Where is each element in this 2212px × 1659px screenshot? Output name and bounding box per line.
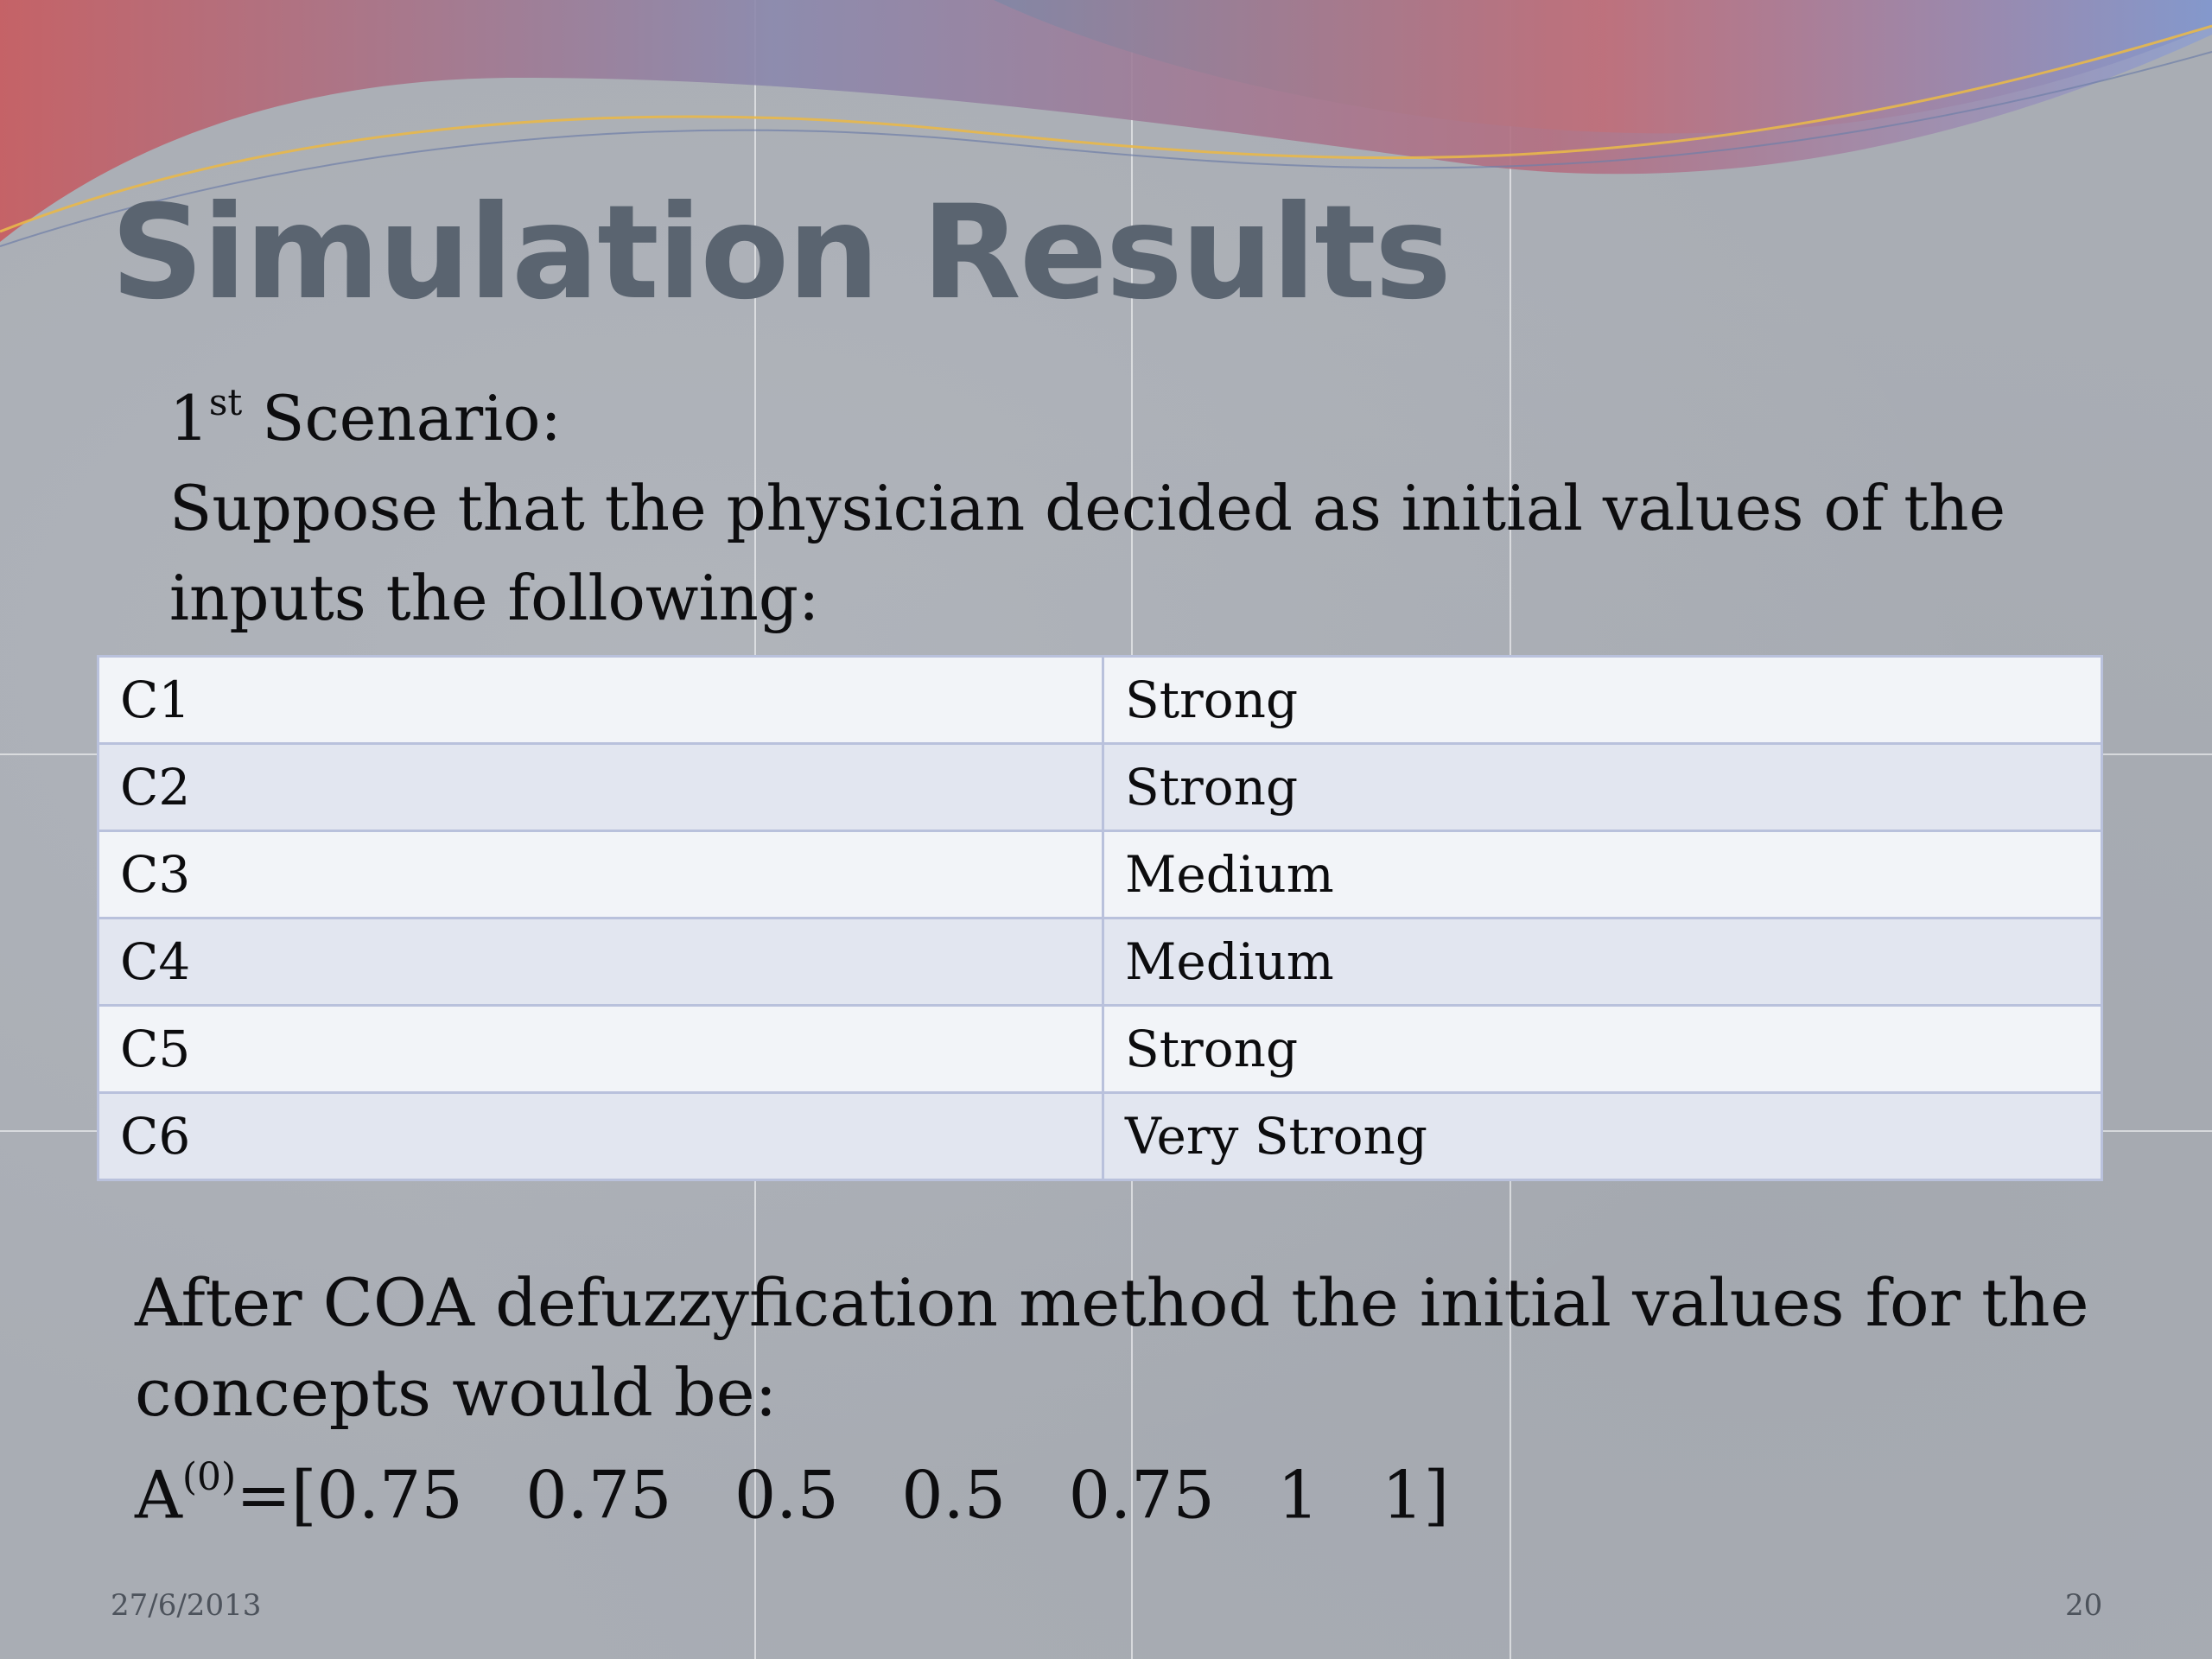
concept-cell: C3 (97, 830, 1104, 919)
inputs-table: C1 Strong C2 Strong C3 Medium C4 Medium … (97, 655, 2103, 1181)
table-row: C6 Very Strong (97, 1091, 2103, 1181)
table-row: C4 Medium (97, 917, 2103, 1007)
result-section: After COA defuzzyfication method the ini… (135, 1258, 2122, 1540)
intro-text: Suppose that the physician decided as in… (169, 472, 2006, 634)
formula-superscript: (0) (181, 1455, 237, 1499)
table-row: C5 Strong (97, 1004, 2103, 1094)
value-cell: Medium (1102, 830, 2103, 919)
concept-cell: C4 (97, 917, 1104, 1007)
scenario-heading: 1st Scenario: (169, 361, 2113, 463)
value-cell: Strong (1102, 655, 2103, 745)
table-row: C1 Strong (97, 655, 2103, 745)
footer-date: 27/6/2013 (111, 1588, 262, 1623)
concept-cell: C6 (97, 1091, 1104, 1181)
formula-base: A (135, 1456, 182, 1534)
concept-cell: C2 (97, 742, 1104, 832)
table-row: C2 Strong (97, 742, 2103, 832)
value-cell: Medium (1102, 917, 2103, 1007)
page-number: 20 (2065, 1588, 2103, 1623)
concept-cell: C1 (97, 655, 1104, 745)
header-swoosh (0, 0, 2212, 247)
concept-cell: C5 (97, 1004, 1104, 1094)
scenario-intro: 1st Scenario: Suppose that the physician… (169, 361, 2113, 643)
value-cell: Strong (1102, 742, 2103, 832)
scenario-label: Scenario: (242, 382, 562, 454)
value-cell: Very Strong (1102, 1091, 2103, 1181)
value-cell: Strong (1102, 1004, 2103, 1094)
formula-vector: =[0.75 0.75 0.5 0.5 0.75 1 1] (236, 1456, 1450, 1534)
table-row: C3 Medium (97, 830, 2103, 919)
slide-title: Simulation Results (111, 178, 1452, 328)
result-text: After COA defuzzyfication method the ini… (135, 1264, 2089, 1431)
result-formula: A(0)=[0.75 0.75 0.5 0.5 0.75 1 1] (135, 1438, 2122, 1540)
scenario-suffix: st (208, 381, 243, 423)
scenario-number: 1 (169, 382, 209, 454)
